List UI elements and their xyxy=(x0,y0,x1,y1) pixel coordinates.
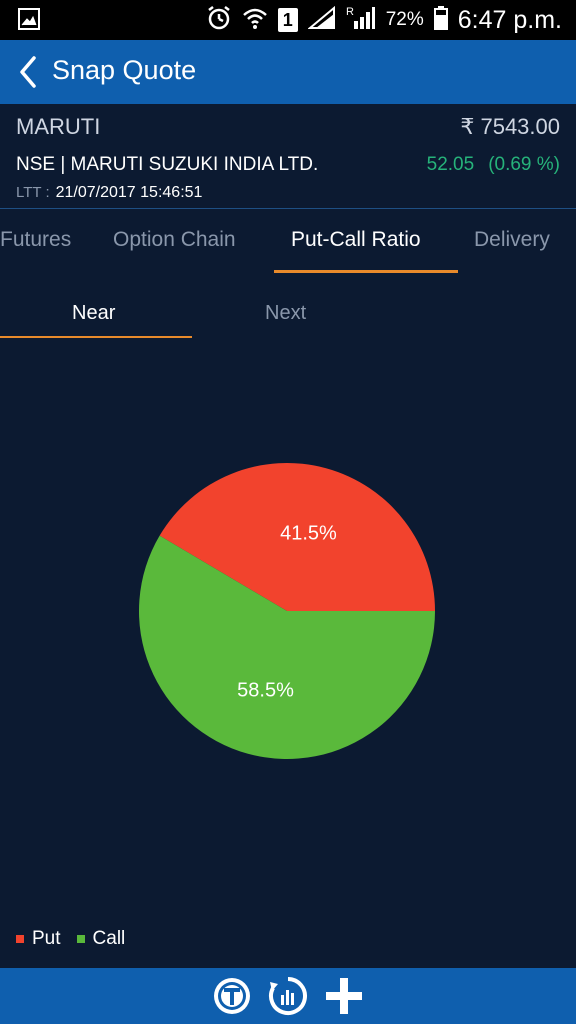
ltt-label: LTT : xyxy=(16,184,50,201)
tab-indicator xyxy=(274,270,458,273)
pie-label-call: 58.5% xyxy=(237,680,294,702)
tab-futures[interactable]: Futures xyxy=(0,228,72,251)
stock-price: ₹ 7543.00 xyxy=(460,114,560,139)
add-button[interactable] xyxy=(324,976,364,1016)
signal-icon xyxy=(306,5,336,35)
alarm-icon xyxy=(206,5,232,36)
legend-swatch-call xyxy=(76,935,85,943)
subtab-indicator xyxy=(0,336,192,338)
exchange-company-name: NSE | MARUTI SUZUKI INDIA LTD. xyxy=(16,154,319,175)
chart-legend: Put Call xyxy=(16,926,125,952)
change-percent: (0.69 %) xyxy=(488,154,560,175)
tab-put-call-ratio[interactable]: Put-Call Ratio xyxy=(291,228,421,251)
trade-icon xyxy=(214,978,250,1014)
signal-roaming-icon: R xyxy=(346,5,376,36)
quote-header: MARUTI ₹ 7543.00 NSE | MARUTI SUZUKI IND… xyxy=(0,104,576,209)
pie-label-put: 41.5% xyxy=(280,522,337,544)
battery-icon xyxy=(433,5,448,35)
tab-delivery[interactable]: Delivery xyxy=(474,228,550,251)
bottom-toolbar xyxy=(0,968,576,1024)
tab-option-chain[interactable]: Option Chain xyxy=(113,228,236,251)
ltt-value: 21/07/2017 15:46:51 xyxy=(55,184,203,201)
page-title: Snap Quote xyxy=(52,55,197,85)
expiry-tabs: Near Next xyxy=(0,290,576,340)
trade-button[interactable] xyxy=(212,976,252,1016)
battery-percent: 72% xyxy=(385,9,424,30)
wifi-icon xyxy=(242,6,268,35)
pie-slice-call[interactable] xyxy=(138,535,435,759)
legend-label-call: Call xyxy=(92,928,126,949)
legend-item-call: Call xyxy=(76,928,126,950)
chevron-left-icon xyxy=(20,56,36,88)
pie-chart-svg: 41.5% 58.5% xyxy=(138,463,436,759)
app-bar: Snap Quote xyxy=(0,40,576,104)
tab-near[interactable]: Near xyxy=(72,302,116,324)
pie-slice-put[interactable] xyxy=(159,463,436,611)
tab-next[interactable]: Next xyxy=(265,302,307,324)
put-call-pie-chart: 41.5% 58.5% xyxy=(0,340,576,900)
svg-text:R: R xyxy=(346,6,354,18)
legend-label-put: Put xyxy=(32,928,61,949)
status-time: 6:47 p.m. xyxy=(457,5,562,34)
back-button[interactable] xyxy=(14,54,44,90)
refresh-chart-icon xyxy=(269,977,307,1015)
sim-badge: 1 xyxy=(277,8,298,32)
stock-symbol: MARUTI xyxy=(16,114,101,139)
legend-swatch-put xyxy=(16,935,24,943)
add-icon xyxy=(326,978,362,1014)
tab-bar: Futures Option Chain Put-Call Ratio Deli… xyxy=(0,208,576,274)
legend-item-put: Put xyxy=(16,928,61,950)
status-bar: 1 R 72% 6:47 p.m. xyxy=(0,0,576,40)
last-traded-time: LTT : 21/07/2017 15:46:51 xyxy=(16,184,202,202)
chart-refresh-button[interactable] xyxy=(268,976,308,1016)
gallery-icon xyxy=(18,8,40,35)
change-value: 52.05 xyxy=(426,154,475,175)
price-change: 52.05 (0.69 %) xyxy=(427,154,560,176)
